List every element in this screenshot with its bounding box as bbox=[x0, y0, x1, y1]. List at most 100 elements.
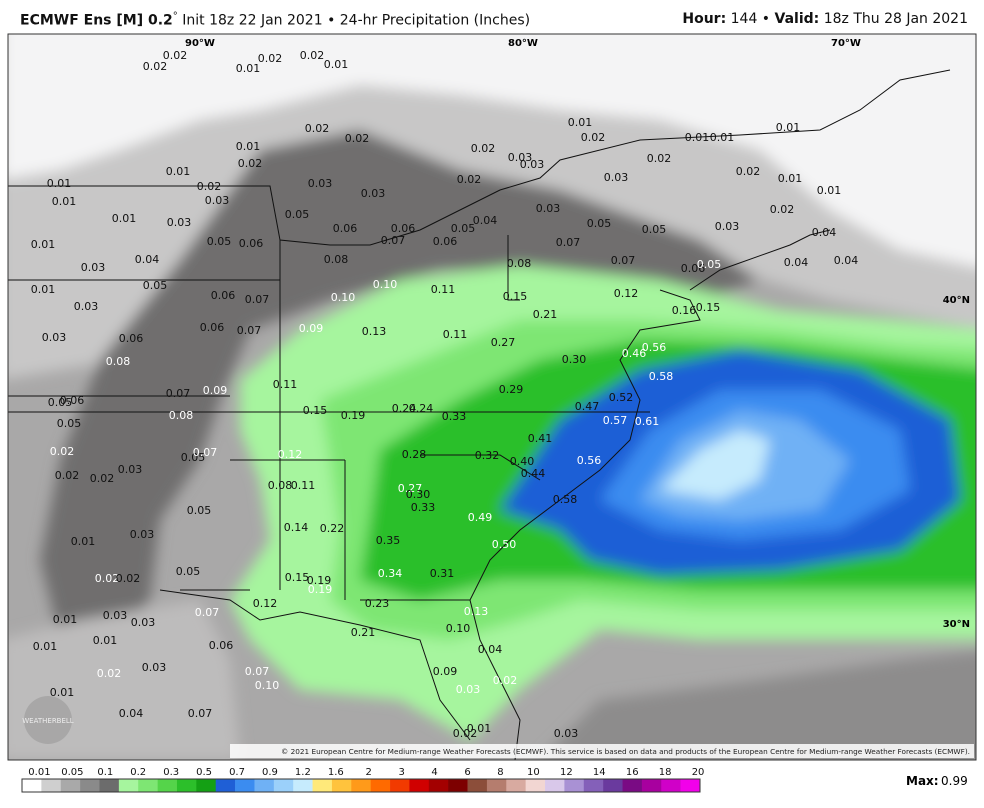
precip-label: 0.09 bbox=[203, 384, 228, 397]
precip-label: 0.06 bbox=[211, 289, 236, 302]
precip-label: 0.03 bbox=[74, 300, 99, 313]
colorbar-swatch bbox=[409, 779, 430, 792]
colorbar-swatch bbox=[545, 779, 565, 792]
precip-label: 0.07 bbox=[381, 234, 406, 247]
precip-label: 0.10 bbox=[255, 679, 280, 692]
precip-label: 0.09 bbox=[433, 665, 458, 678]
precip-label: 0.31 bbox=[430, 567, 455, 580]
precip-label: 0.01 bbox=[685, 131, 710, 144]
colorbar-swatch bbox=[351, 779, 371, 792]
colorbar-swatch bbox=[506, 779, 526, 792]
precip-label: 0.03 bbox=[81, 261, 106, 274]
precip-label: 0.33 bbox=[442, 410, 467, 423]
colorbar-swatch bbox=[583, 779, 604, 792]
precip-label: 0.06 bbox=[239, 237, 264, 250]
colorbar-swatch bbox=[564, 779, 585, 792]
precip-label: 0.05 bbox=[176, 565, 201, 578]
precip-label: 0.01 bbox=[31, 283, 56, 296]
precip-label: 0.03 bbox=[205, 194, 230, 207]
colorbar-label: 0.05 bbox=[61, 767, 83, 778]
precip-label: 0.08 bbox=[324, 253, 349, 266]
precip-label: 0.05 bbox=[57, 417, 82, 430]
colorbar-swatch bbox=[312, 779, 333, 792]
precip-label: 0.12 bbox=[614, 287, 639, 300]
precip-label: 0.28 bbox=[402, 448, 427, 461]
colorbar-swatch bbox=[370, 779, 391, 792]
precip-label: 0.02 bbox=[116, 572, 141, 585]
precip-label: 0.11 bbox=[291, 479, 316, 492]
colorbar-swatch bbox=[390, 779, 410, 792]
precip-label: 0.11 bbox=[443, 328, 468, 341]
title: ECMWF Ens [M] 0.2° Init 18z 22 Jan 2021 … bbox=[20, 11, 530, 29]
colorbar-label: 0.5 bbox=[196, 767, 212, 778]
precip-label: 0.27 bbox=[398, 482, 423, 495]
colorbar-swatch bbox=[138, 779, 158, 792]
precip-label: 0.03 bbox=[308, 177, 333, 190]
state-line bbox=[8, 235, 650, 601]
precip-label: 0.58 bbox=[649, 370, 674, 383]
colorbar-swatch bbox=[196, 779, 217, 792]
precip-label: 0.05 bbox=[187, 504, 212, 517]
precip-label: 0.02 bbox=[50, 445, 75, 458]
precip-label: 0.35 bbox=[376, 534, 401, 547]
precip-label: 0.30 bbox=[406, 488, 431, 501]
precip-field: 0.020.020.020.010.020.010.020.020.010.02… bbox=[8, 34, 976, 760]
precip-label: 0.01 bbox=[47, 177, 72, 190]
init: Init 18z 22 Jan 2021 • 24-hr Precipitati… bbox=[182, 12, 531, 29]
precip-label: 0.01 bbox=[50, 686, 75, 699]
colorbar-label: 4 bbox=[431, 767, 437, 778]
valid-label: Valid: bbox=[774, 11, 820, 27]
valid-time: Hour: 144 • Valid: 18z Thu 28 Jan 2021 bbox=[682, 11, 968, 27]
precip-label: 0.10 bbox=[331, 291, 356, 304]
precip-label: 0.06 bbox=[209, 639, 234, 652]
colorbar-swatch bbox=[235, 779, 255, 792]
precip-label: 0.15 bbox=[303, 404, 328, 417]
precip-label: 0.04 bbox=[473, 214, 498, 227]
precip-label: 0.01 bbox=[776, 121, 801, 134]
precip-label: 0.06 bbox=[60, 394, 85, 407]
precip-label: 0.01 bbox=[324, 58, 349, 71]
precip-label: 0.34 bbox=[378, 567, 403, 580]
colorbar-swatch bbox=[157, 779, 178, 792]
precip-label: 0.15 bbox=[696, 301, 721, 314]
precip-label: 0.06 bbox=[333, 222, 358, 235]
precip-label: 0.02 bbox=[163, 49, 188, 62]
precip-label: 0.06 bbox=[119, 332, 144, 345]
precip-label: 0.40 bbox=[510, 455, 535, 468]
precip-label: 0.02 bbox=[300, 49, 325, 62]
precip-label: 0.24 bbox=[409, 402, 434, 415]
copyright-bg bbox=[230, 744, 974, 758]
precip-label: 0.02 bbox=[345, 132, 370, 145]
precip-label: 0.03 bbox=[103, 609, 128, 622]
lat-label: 40°N bbox=[943, 295, 970, 306]
precip-label: 0.02 bbox=[97, 667, 122, 680]
point-labels: 0.020.020.020.010.020.010.020.020.010.02… bbox=[31, 49, 859, 740]
precip-label: 0.03 bbox=[42, 331, 67, 344]
coastline bbox=[159, 589, 471, 741]
precip-label: 0.04 bbox=[812, 226, 837, 239]
precip-label: 0.02 bbox=[647, 152, 672, 165]
precip-label: 0.03 bbox=[554, 727, 579, 740]
precip-label: 0.09 bbox=[299, 322, 324, 335]
precip-label: 0.01 bbox=[778, 172, 803, 185]
precip-label: 0.01 bbox=[33, 640, 58, 653]
precip-label: 0.10 bbox=[373, 278, 398, 291]
lat-label: 30°N bbox=[943, 619, 970, 630]
colorbar-swatch bbox=[254, 779, 275, 792]
hour-label: Hour: bbox=[682, 11, 727, 27]
colorbar-swatch bbox=[661, 779, 681, 792]
precip-label: 0.19 bbox=[341, 409, 366, 422]
coastline bbox=[689, 69, 951, 291]
precip-label: 0.19 bbox=[307, 574, 332, 587]
colorbar-label: 1.6 bbox=[328, 767, 344, 778]
precip-label: 0.07 bbox=[611, 254, 636, 267]
precip-label: 0.56 bbox=[642, 341, 667, 354]
precip-label: 0.04 bbox=[478, 643, 503, 656]
colorbar-frame bbox=[21, 778, 701, 793]
precip-label: 0.29 bbox=[499, 383, 524, 396]
precip-label: 0.11 bbox=[273, 378, 298, 391]
colorbar: 0.01 0.05 0.1 0.2 0.3 0.5 0.7 0.9 1.2 1.6 2 3 4 6 8 10 1… bbox=[21, 767, 704, 793]
precip-label: 0.01 bbox=[31, 238, 56, 251]
precip-label: 0.02 bbox=[493, 674, 518, 687]
